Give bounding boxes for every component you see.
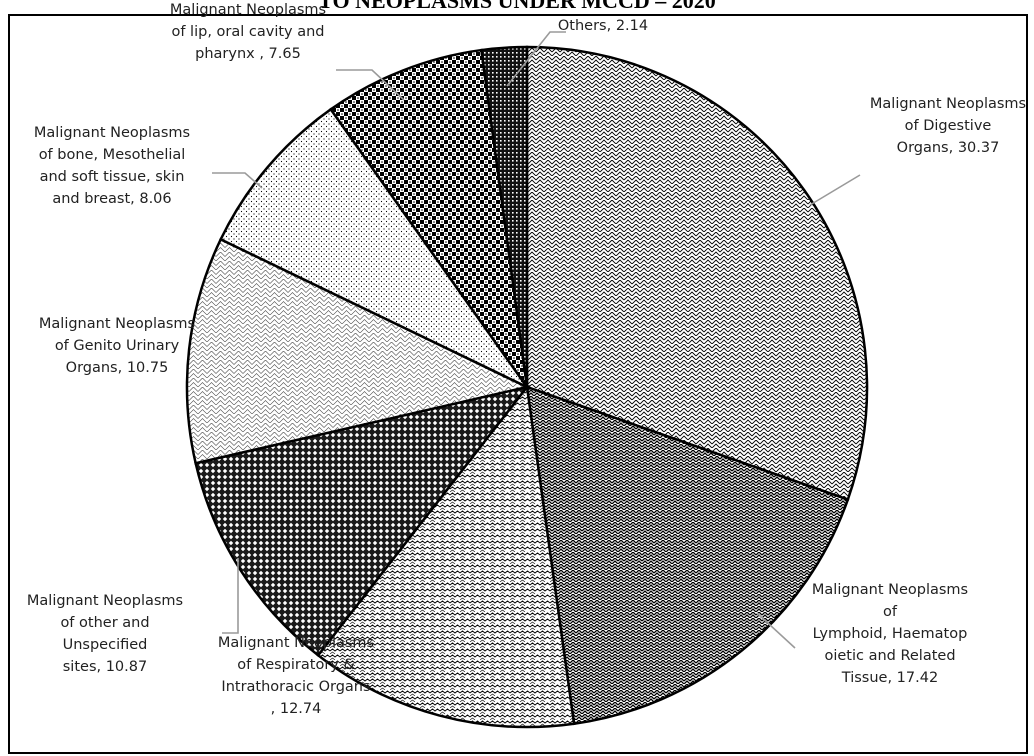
pie-slice-7 — [329, 48, 529, 388]
leader-line-8 — [506, 31, 566, 87]
leader-line-7 — [336, 69, 405, 101]
slice-label-1: Malignant Neoplasms of Digestive Organs, 3… — [870, 96, 1026, 156]
pie-slice-3 — [316, 383, 576, 729]
leader-line-1 — [809, 174, 861, 206]
leader-lines — [212, 31, 861, 649]
pie-slice-1 — [525, 45, 869, 502]
pie-slice-8 — [480, 45, 529, 388]
slice-label-6: Malignant Neoplasms of bone, Mesothelial a… — [34, 125, 190, 207]
slice-label-4: Malignant Neoplasms of other and Unspecifi… — [27, 593, 183, 675]
slice-label-5: Malignant Neoplasms of Genito Urinary Orga… — [39, 316, 195, 376]
slice-labels: Malignant Neoplasms of Digestive Organs, 3… — [27, 2, 1026, 717]
leader-line-2 — [756, 612, 796, 649]
pie-slice-6 — [219, 107, 531, 391]
pie-slice-2 — [525, 385, 850, 726]
leader-line-4 — [222, 558, 239, 634]
leader-line-6 — [212, 172, 263, 189]
slice-label-3: Malignant Neoplasms of Respiratory & Intra… — [218, 635, 374, 717]
pie-slice-4 — [194, 384, 531, 658]
slice-label-7: Malignant Neoplasms of lip, oral cavity a… — [170, 2, 326, 62]
pie-slice-5 — [185, 237, 531, 465]
slice-label-8: Others, 2.14 — [558, 18, 648, 34]
chart-title: TO NEOPLASMS UNDER MCCD – 2020 — [318, 0, 716, 13]
pie-slices — [185, 45, 869, 729]
slice-label-2: Malignant Neoplasms of Lymphoid, Haematop o… — [812, 582, 968, 686]
